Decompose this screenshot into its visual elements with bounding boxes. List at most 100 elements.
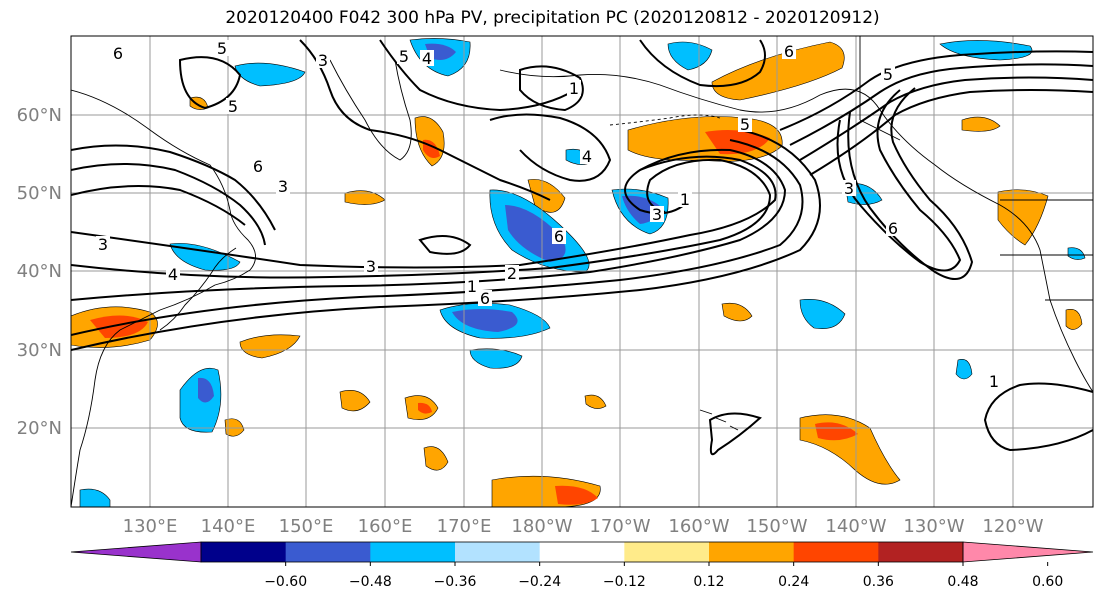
pv-contour-label: 6 (784, 42, 794, 61)
colorbar-extend-low (70, 541, 202, 563)
pv-contour (71, 158, 772, 279)
colorbar-tick-label: −0.48 (349, 574, 392, 590)
pv-contour-label: 4 (422, 49, 432, 68)
longitude-label: 140°E (201, 516, 256, 537)
colorbar-segment (624, 542, 710, 562)
precip-positive-area (1065, 309, 1083, 330)
latitude-label: 20°N (17, 418, 62, 439)
pv-contour (639, 39, 766, 88)
precip-positive-area (423, 446, 449, 471)
longitude-label: 150°W (746, 516, 807, 537)
pv-contour (71, 185, 246, 226)
pv-contour-label: 1 (680, 190, 690, 209)
colorbar-extend-high (962, 541, 1094, 563)
pv-label-background (251, 158, 265, 174)
colorbar-tick-label: −0.12 (603, 574, 646, 590)
north-america-coastline (859, 36, 1093, 301)
longitude-label: 140°W (825, 516, 886, 537)
pv-contour (983, 382, 1093, 452)
pv-label-background (111, 45, 125, 61)
pv-contour-label: 6 (113, 44, 123, 63)
pv-label-background (987, 373, 1001, 389)
japan-coastline (159, 247, 237, 331)
pv-contour (71, 129, 821, 351)
latitude-label: 50°N (17, 183, 62, 204)
precip-positive-area (721, 302, 753, 322)
pv-contour (799, 76, 1093, 161)
latitude-labels: 60°N 50°N 40°N 30°N 20°N (17, 105, 62, 439)
pv-contour-label: 3 (652, 205, 662, 224)
latitude-label: 40°N (17, 261, 62, 282)
pv-contour (178, 56, 242, 110)
pv-contour-label: 3 (366, 257, 376, 276)
longitude-label: 170°W (589, 516, 650, 537)
colorbar-outline (200, 541, 964, 563)
pv-label-background (420, 50, 434, 66)
latitude-label: 30°N (17, 340, 62, 361)
colorbar-segment (285, 542, 371, 562)
colorbar-segment (539, 542, 625, 562)
pv-label-background (678, 191, 692, 207)
pv-contour (789, 63, 1093, 146)
pv-contour (708, 412, 762, 456)
pv-contour (418, 235, 472, 255)
colorbar-segment (709, 542, 795, 562)
longitude-label: 160°E (358, 516, 413, 537)
pv-label-background (276, 178, 290, 194)
pv-label-background (316, 52, 330, 68)
precip-negative-area (234, 62, 306, 87)
colorbar-segment (878, 542, 964, 562)
pv-contour-label: 2 (507, 264, 517, 283)
longitude-label: 130°W (903, 516, 964, 537)
precip-strong-positive-area (418, 402, 432, 414)
pv-label-background (166, 266, 180, 282)
precip-positive-area (584, 394, 607, 409)
pv-label-background (886, 220, 900, 236)
colorbar-tick-label: 0.60 (1032, 574, 1063, 590)
pv-contour-label: 5 (217, 39, 227, 58)
pv-label-background (465, 278, 479, 294)
colorbar-tick-label: −0.24 (518, 574, 561, 590)
colorbar-segment (455, 542, 541, 562)
pv-contours (71, 39, 1093, 456)
pv-label-background (96, 236, 110, 252)
pv-contour-label: 6 (554, 227, 564, 246)
colorbar-tick-label: −0.36 (434, 574, 477, 590)
pv-label-background (364, 258, 378, 274)
pv-label-background (650, 206, 664, 222)
pv-label-background (226, 98, 240, 114)
pv-contour (299, 39, 551, 201)
precip-negative-area (79, 488, 111, 507)
latitude-label: 60°N (17, 105, 62, 126)
pv-contour-label: 1 (989, 372, 999, 391)
pv-label-background (215, 40, 229, 56)
precip-negative-area (1067, 247, 1086, 260)
precip-negative-area (667, 41, 713, 71)
pv-label-background (782, 43, 796, 59)
longitude-label: 160°W (668, 516, 729, 537)
precip-negative-shading (79, 38, 1086, 507)
pv-contour-label: 1 (467, 277, 477, 296)
pv-contour-label: 5 (740, 115, 750, 134)
precip-strong-positive-area (555, 485, 598, 505)
pv-contour (489, 113, 612, 182)
pv-contour (519, 65, 584, 112)
longitude-label: 170°E (437, 516, 492, 537)
pv-contour (809, 89, 1093, 176)
pv-contour (71, 148, 787, 301)
pv-label-background (552, 228, 566, 244)
pv-contour-label: 4 (582, 147, 592, 166)
pv-contour-label: 1 (569, 79, 579, 98)
pv-contour-label: 3 (98, 235, 108, 254)
pv-contour (836, 89, 962, 272)
colorbar: −0.60 −0.48 −0.36 −0.24 −0.12 0.12 0.24 0.36 0.4… (70, 541, 1094, 590)
pv-label-background (580, 148, 594, 164)
pv-contour (71, 144, 276, 231)
precip-positive-area (961, 116, 1001, 132)
pv-contour-label: 5 (399, 47, 409, 66)
pv-contour-label: 6 (888, 219, 898, 238)
pv-contour (847, 87, 974, 281)
